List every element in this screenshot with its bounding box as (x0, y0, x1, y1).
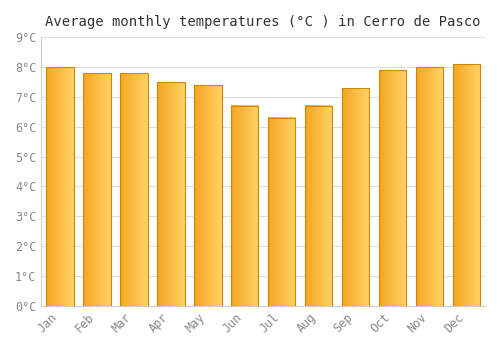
Bar (194, 85, 222, 306)
Bar (304, 106, 332, 306)
Bar (120, 73, 148, 306)
Bar (46, 67, 74, 306)
Bar (83, 73, 110, 306)
Bar (342, 88, 369, 306)
Bar (268, 118, 295, 306)
Bar (157, 82, 184, 306)
Title: Average monthly temperatures (°C ) in Cerro de Pasco: Average monthly temperatures (°C ) in Ce… (46, 15, 481, 29)
Bar (416, 67, 444, 306)
Bar (231, 106, 258, 306)
Bar (378, 70, 406, 306)
Bar (452, 64, 480, 306)
